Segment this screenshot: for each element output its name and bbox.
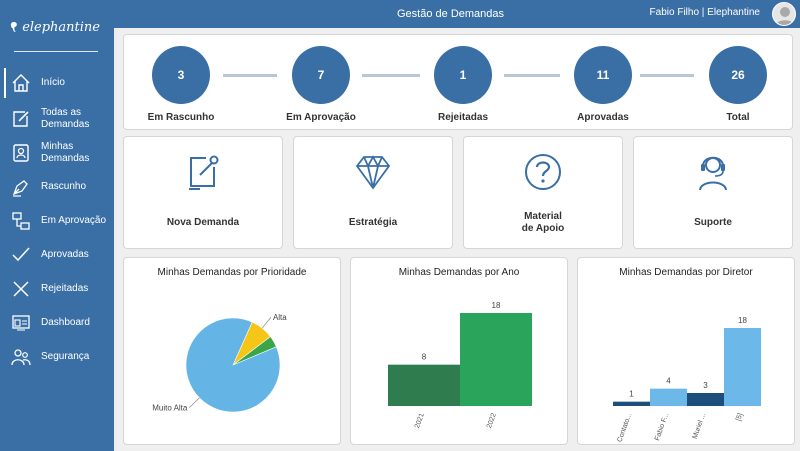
status-label-total: Total [726,112,750,123]
sidebar-item-label: Todas as Demandas [41,107,90,130]
status-count-rejeitadas[interactable]: 1 [434,46,492,104]
home-icon [10,72,32,94]
logo-text: elephantine [22,19,100,35]
chart-card-diretor: Minhas Demandas por Diretor 1 Contato... 4… [577,257,795,445]
tile-label: Estratégia [348,217,398,228]
tile-suporte[interactable]: Suporte [633,136,793,249]
pie-label: Alta [273,313,287,322]
status-label-aprovadas: Aprovadas [577,112,629,123]
chart-title: Minhas Demandas por Prioridade [157,267,307,278]
sidebar-item-label: Aprovadas [41,249,89,260]
pen-icon [10,176,32,198]
sidebar-item-label: Dashboard [41,317,90,328]
tile-nova-demanda[interactable]: Nova Demanda [123,136,283,249]
bar-chart-diretor: 1 Contato... 4 Fabio F... 3 Muriel ... 18 [5] [613,316,761,443]
pie-leader-line [261,317,272,329]
edit-icon [10,108,32,130]
logo-divider [14,51,98,52]
bar-value-label: 1 [629,390,634,399]
top-header: Gestão de Demandas Fabio Filho | Elephan… [114,0,800,28]
page-title: Gestão de Demandas [397,8,505,20]
chart-title: Minhas Demandas por Ano [398,267,520,278]
bar-value-label: 18 [492,301,501,310]
chart-card-prioridade: Minhas Demandas por Prioridade Alta Muito… [123,257,341,445]
elephant-logo-icon [10,21,17,32]
dashboard-icon [10,312,32,334]
logo: elephantine [10,10,100,44]
user-name: Fabio Filho | Elephantine [649,7,760,18]
x-tick-label: Muriel ... [692,412,708,440]
x-tick-label: 2022 [486,412,498,429]
headset-icon [692,151,734,193]
tile-label: Suporte [694,217,732,228]
sidebar-item-label: Segurança [41,351,90,362]
main-content: 3 7 1 11 26 Em Rascunho Em Aprovação Rej… [116,28,800,451]
sidebar-item-minhas-demandas[interactable]: Minhas Demandas [0,136,114,170]
status-count-aprovadas[interactable]: 11 [574,46,632,104]
sidebar-item-aprovadas[interactable]: Aprovadas [0,238,114,272]
sidebar-item-label: Minhas Demandas [41,141,90,164]
x-tick-label: Fabio F... [654,412,670,441]
x-icon [10,278,32,300]
x-tick-label: [5] [735,412,744,422]
bar[interactable] [724,328,761,406]
avatar[interactable] [772,2,796,26]
status-connector [362,74,420,77]
status-summary-card: 3 7 1 11 26 Em Rascunho Em Aprovação Rej… [123,34,793,130]
sidebar-item-label: Rejeitadas [41,283,89,294]
active-nav-indicator [4,68,6,98]
status-connector [223,74,277,77]
user-avatar-icon [775,7,795,25]
sidebar-item-dashboard[interactable]: Dashboard [0,306,114,340]
bar-chart-ano: 8 2021 18 2022 [388,301,532,429]
sidebar-item-rascunho[interactable]: Rascunho [0,170,114,204]
tile-label: Material de Apoio [521,211,565,234]
sidebar-item-inicio[interactable]: Início [0,66,114,100]
pie-chart: Alta Muito Alta [152,313,287,413]
bar-value-label: 4 [666,377,671,386]
bar[interactable] [650,388,687,406]
bar-value-label: 8 [422,353,427,362]
bar[interactable] [388,364,460,406]
bar[interactable] [687,393,724,406]
sidebar-item-rejeitadas[interactable]: Rejeitadas [0,272,114,306]
new-request-icon [182,151,224,193]
tile-estrategia[interactable]: Estratégia [293,136,453,249]
bar[interactable] [613,401,650,406]
status-count-rascunho[interactable]: 3 [152,46,210,104]
sidebar-item-todas-demandas[interactable]: Todas as Demandas [0,102,114,136]
status-count-aprovacao[interactable]: 7 [292,46,350,104]
sidebar-item-em-aprovacao[interactable]: Em Aprovação [0,204,114,238]
sidebar-item-label: Rascunho [41,181,87,192]
pie-slice[interactable] [185,317,281,413]
tile-label: Nova Demanda [166,217,240,228]
x-tick-label: 2021 [414,412,426,429]
status-label-rascunho: Em Rascunho [147,112,215,123]
check-icon [10,244,32,266]
sidebar-item-seguranca[interactable]: Segurança [0,340,114,374]
chart-card-ano: Minhas Demandas por Ano 8 2021 18 2022 [350,257,568,445]
status-connector [640,74,694,77]
sidebar-item-label: Em Aprovação [41,215,107,226]
diamond-icon [352,151,394,193]
x-tick-label: Contato... [616,412,633,443]
user-card-icon [10,142,32,164]
pie-label: Muito Alta [152,404,188,413]
sidebar: elephantine Início Todas as Demandas Min… [0,0,114,451]
pie-leader-line [189,397,200,408]
sidebar-item-label: Início [41,77,65,88]
question-icon [522,151,564,193]
bar-value-label: 18 [738,316,747,325]
status-connector [504,74,560,77]
status-count-total[interactable]: 26 [709,46,767,104]
people-icon [10,346,32,368]
chart-title: Minhas Demandas por Diretor [619,267,753,278]
status-label-aprovacao: Em Aprovação [286,112,356,123]
flow-icon [10,210,32,232]
status-label-rejeitadas: Rejeitadas [437,112,489,123]
tile-material-apoio[interactable]: Material de Apoio [463,136,623,249]
bar[interactable] [460,313,532,406]
bar-value-label: 3 [703,381,708,390]
